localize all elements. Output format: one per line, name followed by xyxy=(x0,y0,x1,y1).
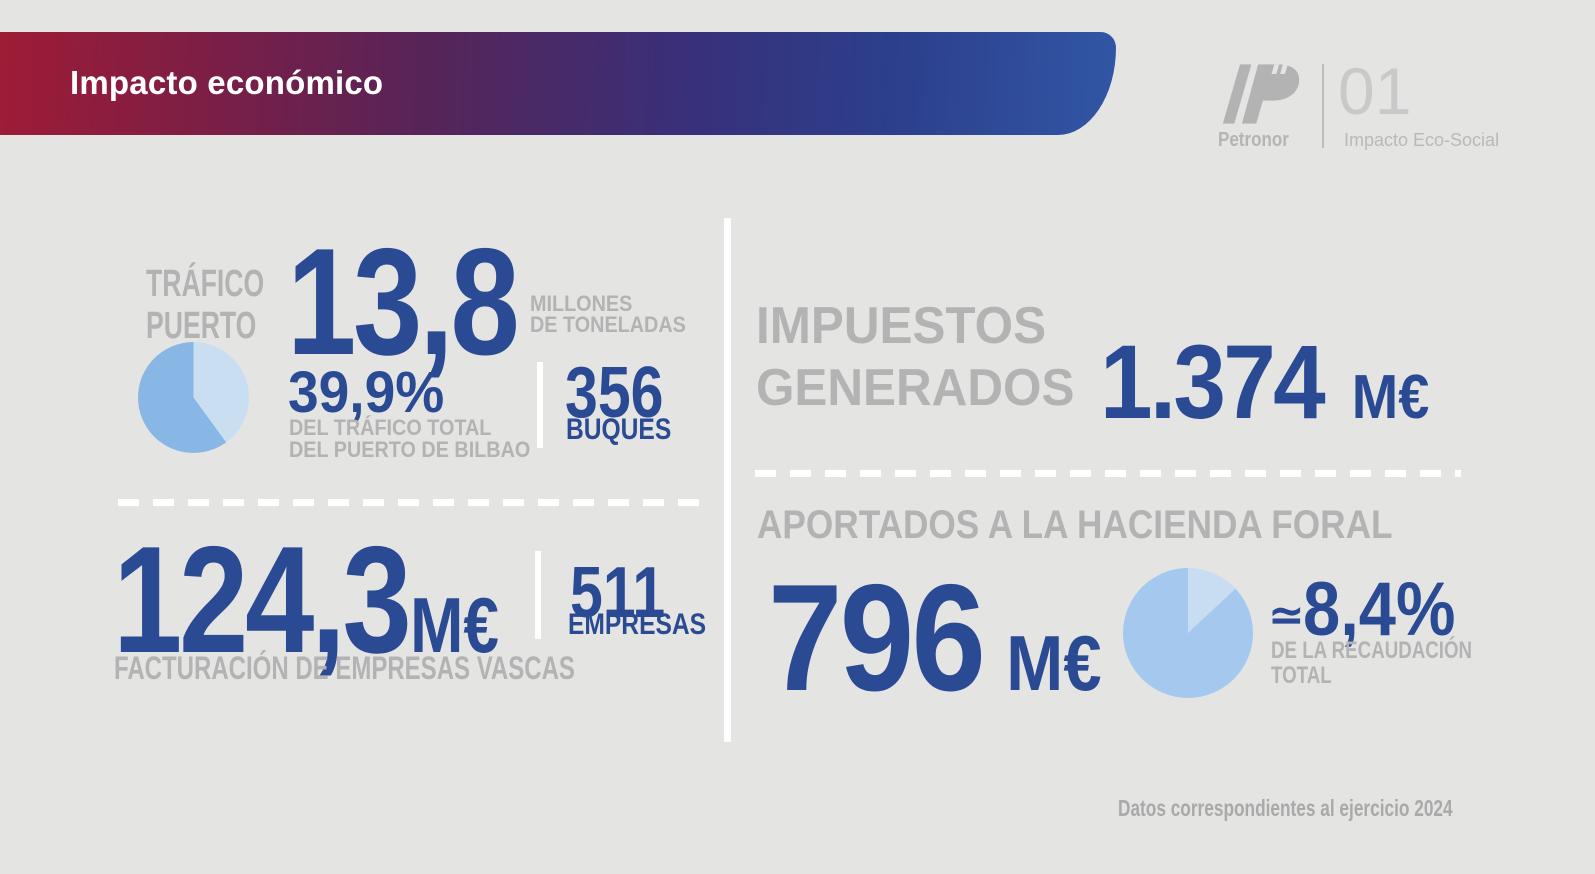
basque-revenue-caption: FACTURACIÓN DE EMPRESAS VASCAS xyxy=(114,650,575,686)
hacienda-value: 796 xyxy=(768,553,986,723)
port-traffic-pie-chart xyxy=(138,342,249,453)
revenue-value: 124,3 xyxy=(113,515,412,685)
taxes-heading: IMPUESTOS GENERADOS xyxy=(756,297,1075,417)
hacienda-share-pie-chart xyxy=(1123,568,1253,698)
footer-note: Datos correspondientes al ejercicio 2024 xyxy=(1118,795,1453,821)
hacienda-value-row: 796 M€ xyxy=(768,562,1101,714)
left-dashed-separator xyxy=(118,499,703,506)
taxes-unit: M€ xyxy=(1351,363,1430,432)
taxes-value: 1.374 xyxy=(1100,324,1326,441)
companies-divider xyxy=(535,551,541,639)
column-divider xyxy=(724,218,731,742)
companies-value: 511 xyxy=(570,553,666,633)
companies-label: EMPRESAS xyxy=(568,608,707,641)
port-traffic-heading: TRÁFICO PUERTO xyxy=(146,263,265,347)
hacienda-share-value: 8,4% xyxy=(1303,567,1456,652)
ships-value: 356 xyxy=(565,353,664,433)
petronor-logo-icon xyxy=(1222,64,1300,124)
hacienda-heading: APORTADOS A LA HACIENDA FORAL xyxy=(757,503,1393,547)
hacienda-unit: M€ xyxy=(1006,619,1102,707)
hacienda-share-label: DE LA RECAUDACIÓN TOTAL xyxy=(1271,637,1473,689)
tonnage-value: 13,8 xyxy=(287,217,520,387)
page-title: Impacto económico xyxy=(70,63,384,101)
revenue-unit: M€ xyxy=(410,581,500,669)
ships-label: BUQUES xyxy=(566,413,672,446)
traffic-share-label: DEL TRÁFICO TOTAL DEL PUERTO DE BILBAO xyxy=(289,415,531,462)
section-label: Impacto Eco-Social xyxy=(1344,130,1500,150)
section-number: 01 xyxy=(1338,54,1412,128)
tonnage-unit-label: MILLONES DE TONELADAS xyxy=(530,291,686,337)
ships-divider xyxy=(537,362,543,448)
title-banner: Impacto económico xyxy=(0,32,1116,135)
traffic-share-value: 39,9% xyxy=(288,360,445,425)
right-dashed-separator xyxy=(755,470,1461,477)
approx-symbol: ≃ xyxy=(1268,590,1305,641)
basque-revenue-value-row: 124,3 M€ xyxy=(113,524,499,676)
petronor-wordmark: Petronor xyxy=(1218,129,1289,151)
header-divider xyxy=(1322,64,1324,148)
taxes-value-row: 1.374 M€ xyxy=(1100,330,1429,435)
